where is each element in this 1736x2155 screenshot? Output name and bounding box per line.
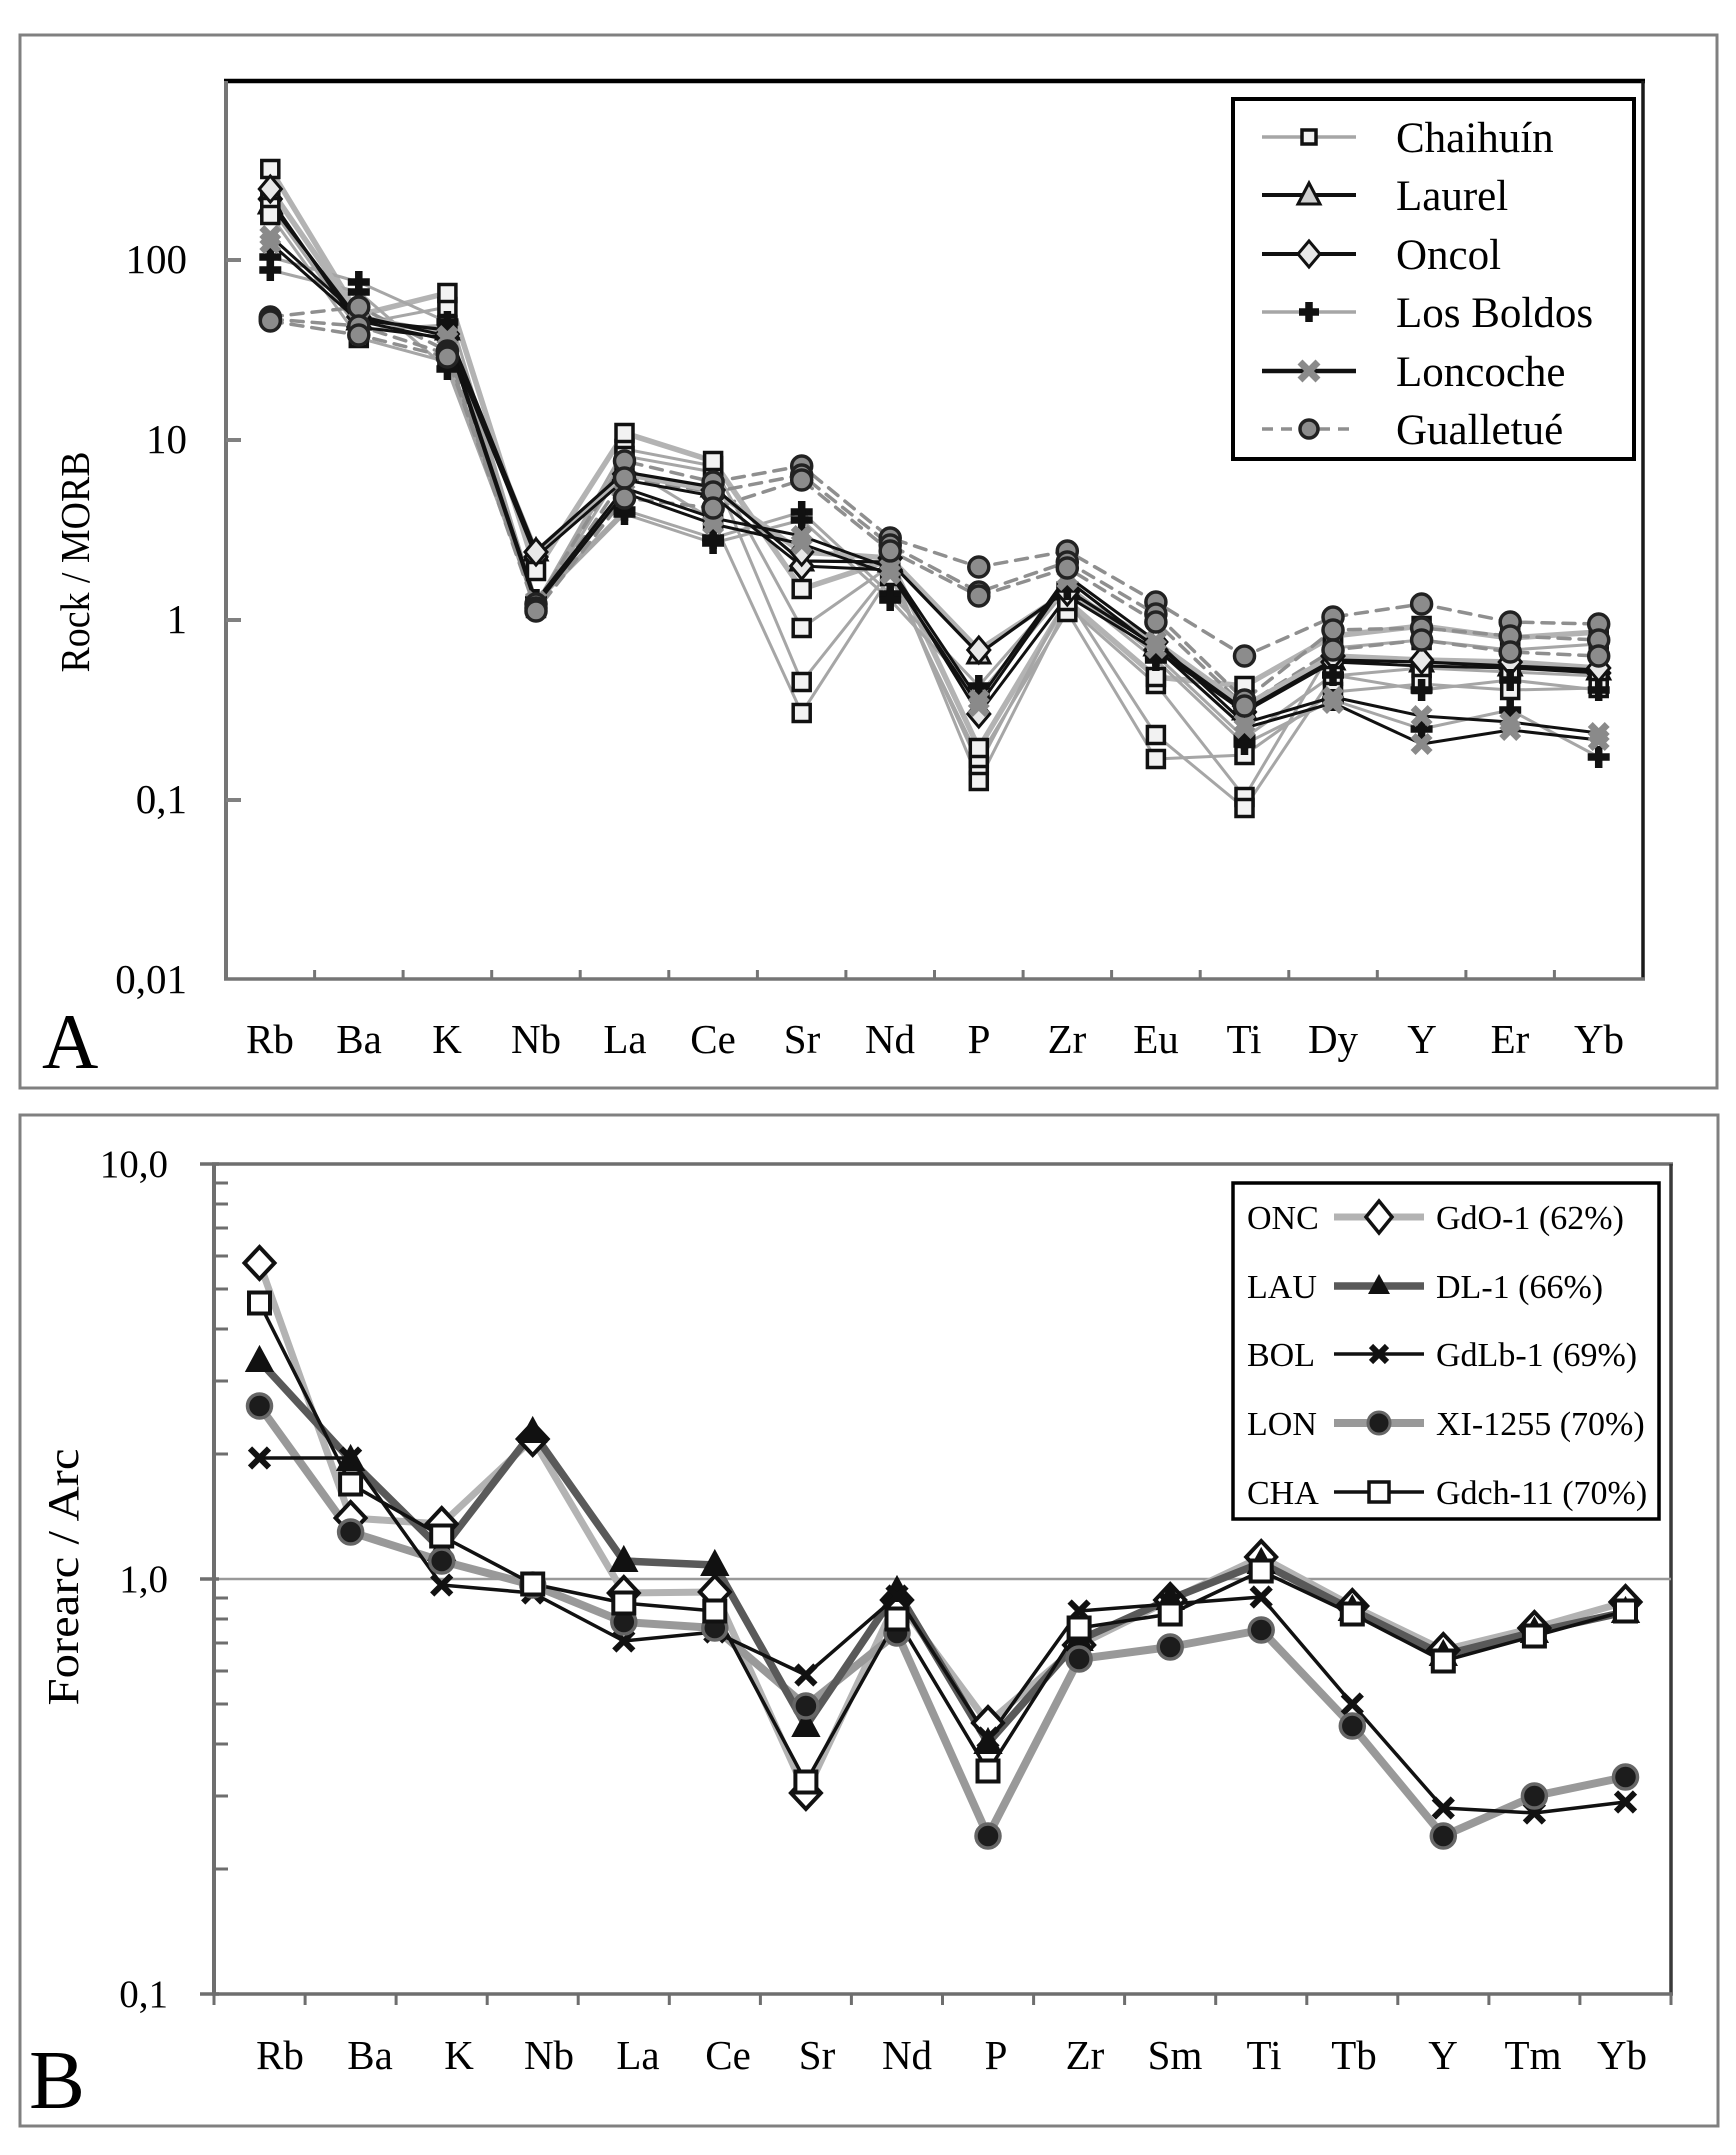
svg-text:Rock / MORB: Rock / MORB	[52, 452, 98, 673]
svg-text:LON: LON	[1247, 1406, 1317, 1443]
svg-text:B: B	[29, 2034, 85, 2127]
svg-text:Y: Y	[1407, 1016, 1437, 1062]
svg-text:Chaihuín: Chaihuín	[1396, 115, 1554, 162]
svg-text:0,01: 0,01	[115, 956, 187, 1002]
svg-text:Ti: Ti	[1247, 2032, 1282, 2078]
svg-text:P: P	[968, 1016, 991, 1062]
svg-text:Ba: Ba	[336, 1016, 382, 1062]
svg-text:Ba: Ba	[347, 2032, 393, 2078]
svg-text:ONC: ONC	[1247, 1200, 1319, 1237]
svg-text:1,0: 1,0	[119, 1558, 168, 1601]
svg-text:Ce: Ce	[690, 1016, 736, 1062]
svg-text:Zr: Zr	[1048, 1016, 1087, 1062]
svg-text:K: K	[444, 2032, 474, 2078]
svg-text:Gualletué: Gualletué	[1396, 407, 1563, 454]
svg-text:GdLb-1 (69%): GdLb-1 (69%)	[1436, 1337, 1637, 1374]
svg-text:Yb: Yb	[1597, 2032, 1647, 2078]
svg-text:Rb: Rb	[256, 2032, 304, 2078]
svg-text:Nb: Nb	[524, 2032, 574, 2078]
svg-text:La: La	[616, 2032, 659, 2078]
svg-text:Rb: Rb	[246, 1016, 294, 1062]
svg-text:XI-1255 (70%): XI-1255 (70%)	[1436, 1406, 1645, 1443]
svg-text:DL-1 (66%): DL-1 (66%)	[1436, 1269, 1603, 1306]
svg-text:10,0: 10,0	[100, 1143, 168, 1186]
svg-text:Loncoche: Loncoche	[1396, 349, 1566, 396]
svg-text:Los Boldos: Los Boldos	[1396, 290, 1593, 337]
svg-text:Dy: Dy	[1308, 1016, 1359, 1062]
svg-text:Tb: Tb	[1331, 2032, 1377, 2078]
svg-text:CHA: CHA	[1247, 1475, 1319, 1512]
svg-text:Eu: Eu	[1133, 1016, 1179, 1062]
svg-text:P: P	[985, 2032, 1008, 2078]
svg-text:Sr: Sr	[784, 1016, 821, 1062]
svg-text:Yb: Yb	[1574, 1016, 1624, 1062]
svg-text:Tm: Tm	[1505, 2032, 1562, 2078]
svg-text:LAU: LAU	[1247, 1269, 1317, 1306]
svg-text:Y: Y	[1428, 2032, 1458, 2078]
svg-text:1: 1	[167, 596, 188, 642]
svg-text:K: K	[432, 1016, 462, 1062]
svg-text:La: La	[603, 1016, 646, 1062]
svg-text:Sm: Sm	[1148, 2032, 1203, 2078]
svg-text:Nb: Nb	[511, 1016, 561, 1062]
svg-text:Oncol: Oncol	[1396, 232, 1501, 279]
svg-text:Forearc / Arc: Forearc / Arc	[39, 1449, 88, 1706]
svg-text:0,1: 0,1	[119, 1973, 168, 2016]
svg-text:100: 100	[126, 236, 188, 282]
svg-text:Gdch-11 (70%): Gdch-11 (70%)	[1436, 1475, 1647, 1512]
svg-text:BOL: BOL	[1247, 1337, 1315, 1374]
svg-text:Sr: Sr	[799, 2032, 836, 2078]
svg-text:GdO-1 (62%): GdO-1 (62%)	[1436, 1200, 1624, 1237]
svg-text:A: A	[42, 998, 98, 1085]
svg-text:Ce: Ce	[705, 2032, 751, 2078]
svg-text:Ti: Ti	[1227, 1016, 1262, 1062]
svg-text:Laurel: Laurel	[1396, 173, 1508, 220]
svg-text:Er: Er	[1491, 1016, 1530, 1062]
svg-text:Zr: Zr	[1066, 2032, 1105, 2078]
svg-text:Nd: Nd	[882, 2032, 932, 2078]
svg-text:Nd: Nd	[865, 1016, 915, 1062]
svg-text:0,1: 0,1	[136, 776, 187, 822]
svg-text:10: 10	[146, 416, 187, 462]
